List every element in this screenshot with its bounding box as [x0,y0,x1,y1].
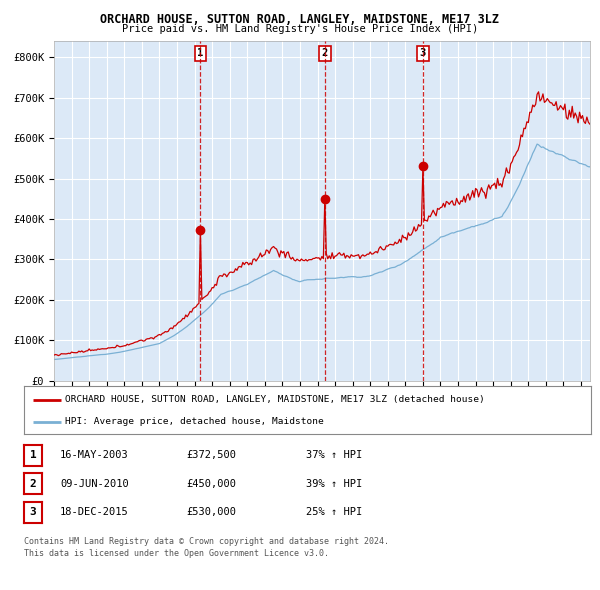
Text: 25% ↑ HPI: 25% ↑ HPI [306,507,362,517]
Text: 37% ↑ HPI: 37% ↑ HPI [306,451,362,460]
Text: 16-MAY-2003: 16-MAY-2003 [60,451,129,460]
Text: £530,000: £530,000 [186,507,236,517]
Text: 09-JUN-2010: 09-JUN-2010 [60,479,129,489]
Text: 39% ↑ HPI: 39% ↑ HPI [306,479,362,489]
Text: £372,500: £372,500 [186,451,236,460]
Text: 3: 3 [29,507,37,517]
Text: 1: 1 [29,451,37,460]
Text: £450,000: £450,000 [186,479,236,489]
Text: 1: 1 [197,48,203,58]
Text: ORCHARD HOUSE, SUTTON ROAD, LANGLEY, MAIDSTONE, ME17 3LZ: ORCHARD HOUSE, SUTTON ROAD, LANGLEY, MAI… [101,13,499,26]
Text: 3: 3 [420,48,426,58]
Text: This data is licensed under the Open Government Licence v3.0.: This data is licensed under the Open Gov… [24,549,329,558]
Text: HPI: Average price, detached house, Maidstone: HPI: Average price, detached house, Maid… [65,417,323,427]
Text: ORCHARD HOUSE, SUTTON ROAD, LANGLEY, MAIDSTONE, ME17 3LZ (detached house): ORCHARD HOUSE, SUTTON ROAD, LANGLEY, MAI… [65,395,485,404]
Text: 2: 2 [322,48,328,58]
Text: 18-DEC-2015: 18-DEC-2015 [60,507,129,517]
Text: 2: 2 [29,479,37,489]
Text: Contains HM Land Registry data © Crown copyright and database right 2024.: Contains HM Land Registry data © Crown c… [24,537,389,546]
Text: Price paid vs. HM Land Registry's House Price Index (HPI): Price paid vs. HM Land Registry's House … [122,24,478,34]
